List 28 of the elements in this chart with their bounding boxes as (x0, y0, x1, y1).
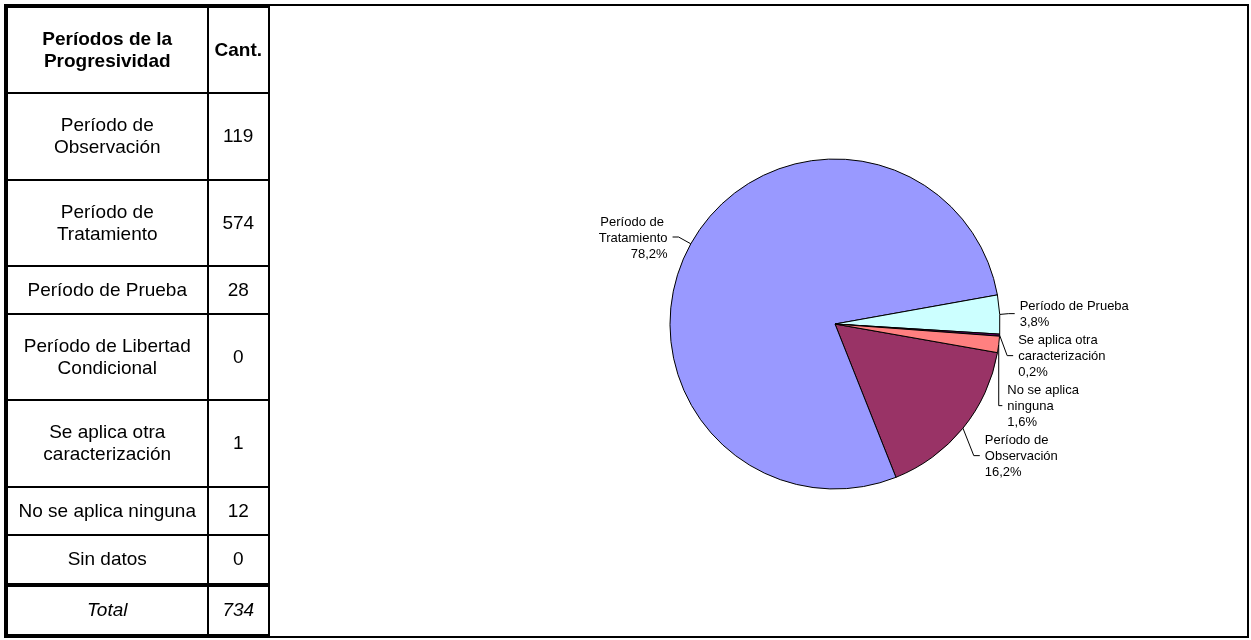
category-label: Sin datos (7, 534, 208, 585)
text: Cant. (207, 7, 269, 94)
slice-label: Período de Prueba (1019, 298, 1130, 314)
slice-label: Período de Observación (984, 432, 1058, 464)
text: Períodos de la Progresividad (7, 7, 208, 94)
data-label: 0,2% (1018, 364, 1049, 380)
data-label: 16,2% (984, 464, 1023, 480)
category-label: No se aplica ninguna (7, 486, 208, 535)
text: Total (7, 584, 208, 635)
category-label: Período de Observación (7, 93, 208, 180)
data-label: 0 (207, 314, 269, 401)
data-label: 78,2% (630, 245, 668, 261)
data-label: 3,8% (1019, 314, 1050, 330)
slice-label: No se aplica ninguna (1007, 382, 1083, 414)
slice-label: Se aplica otra caracterización (1018, 332, 1106, 364)
data-label: 0 (207, 534, 269, 585)
category-label: Período de Tratamiento (7, 179, 208, 266)
data-label: 574 (207, 179, 269, 266)
text: 734 (222, 599, 255, 621)
data-label: 1 (207, 400, 269, 487)
category-label: Período de Libertad Condicional (7, 314, 208, 401)
data-label: 28 (207, 265, 269, 315)
category-label: Se aplica otra caracterización (7, 400, 208, 487)
data-label: 119 (207, 93, 269, 180)
category-label: Período de Prueba (7, 265, 208, 315)
slice-label: Período de Tratamiento (598, 213, 668, 245)
data-label: 1,6% (1007, 414, 1038, 430)
data-label: 12 (207, 486, 269, 535)
